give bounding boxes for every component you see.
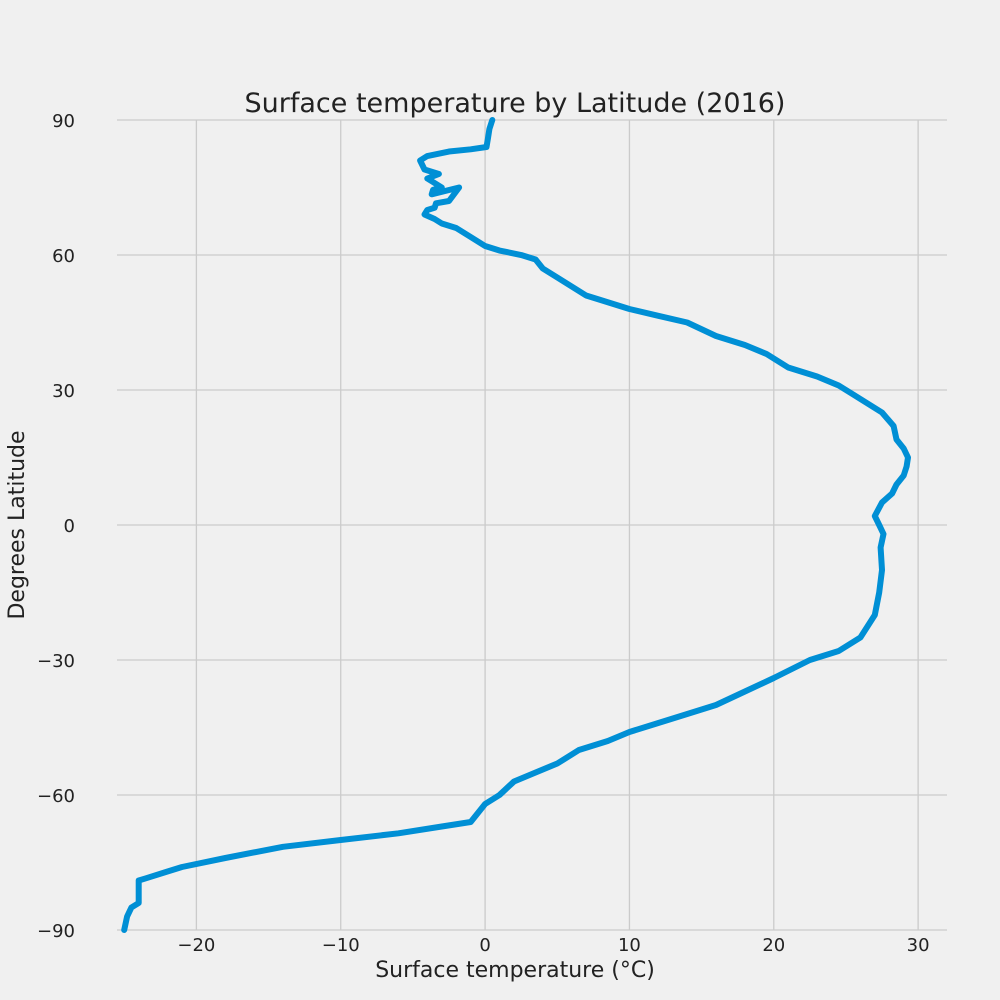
y-tick-label: −30 — [37, 651, 75, 672]
x-axis-label: Surface temperature (°C) — [375, 958, 655, 983]
y-tick-label: −90 — [37, 921, 75, 942]
y-axis-label: Degrees Latitude — [5, 430, 30, 619]
chart-title: Surface temperature by Latitude (2016) — [245, 88, 786, 119]
y-tick-label: 60 — [52, 246, 75, 267]
x-tick-label: 30 — [907, 935, 930, 956]
series-layer — [121, 117, 911, 933]
x-tick-label: −20 — [177, 935, 215, 956]
gridlines — [117, 119, 947, 931]
series-line — [121, 117, 911, 933]
y-tick-label: −60 — [37, 786, 75, 807]
x-tick-label: −10 — [322, 935, 360, 956]
x-tick-labels: −20 −10 0 10 20 30 — [177, 935, 929, 956]
y-tick-label: 30 — [52, 381, 75, 402]
y-tick-label: 0 — [64, 516, 75, 537]
x-tick-label: 0 — [479, 935, 490, 956]
x-tick-label: 10 — [618, 935, 641, 956]
y-tick-label: 90 — [52, 111, 75, 132]
x-tick-label: 20 — [762, 935, 785, 956]
y-tick-labels: −90 −60 −30 0 30 60 90 — [37, 111, 75, 942]
